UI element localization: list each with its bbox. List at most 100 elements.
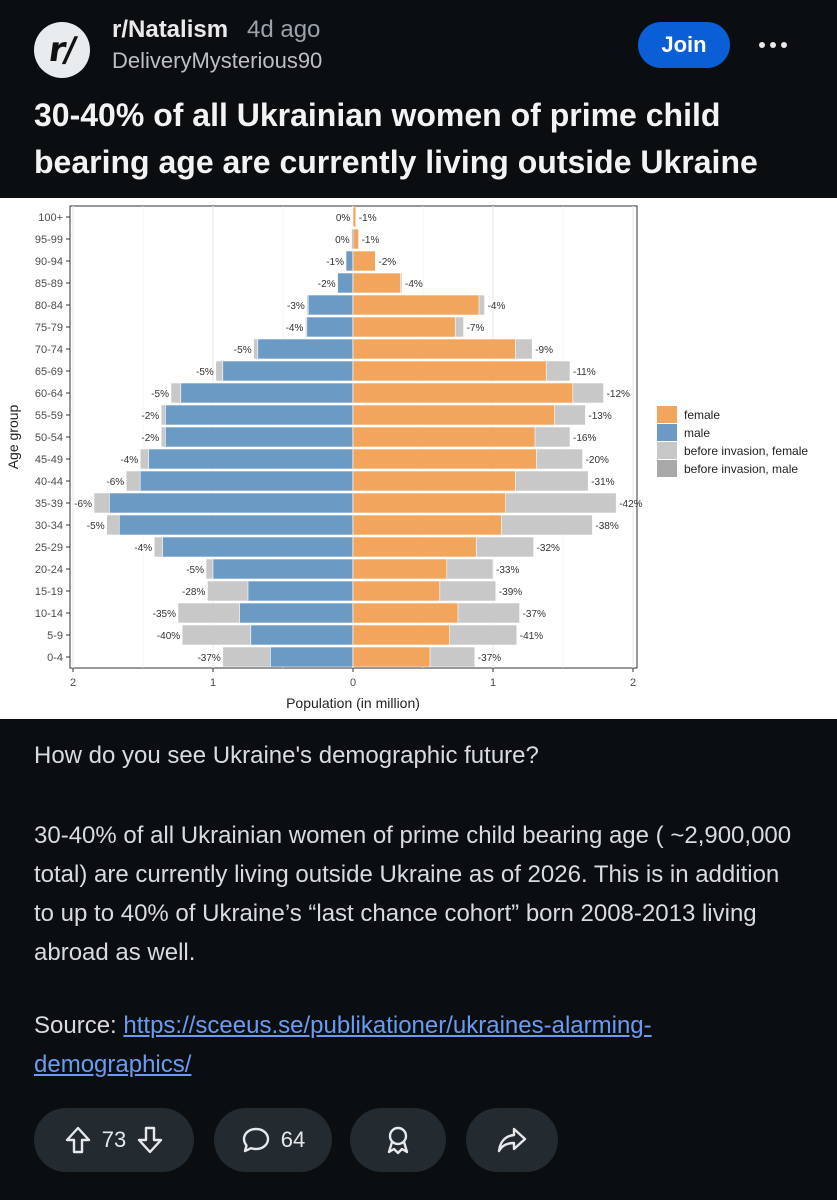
subreddit-name[interactable]: r/Natalism	[112, 16, 229, 43]
male-change-label: -35%	[153, 609, 176, 620]
age-tick-label: 75-79	[35, 322, 63, 334]
vote-pill: 73	[34, 1108, 194, 1172]
female-change-label: -32%	[537, 543, 560, 554]
male-change-label: -5%	[151, 389, 169, 400]
bar-male-20-24	[212, 558, 354, 580]
bar-female-40-44	[352, 470, 516, 492]
upvote-icon[interactable]	[64, 1125, 92, 1155]
share-button[interactable]	[466, 1108, 558, 1172]
age-tick-label: 15-19	[35, 586, 63, 598]
male-change-label: 0%	[335, 235, 350, 246]
post-question: How do you see Ukraine's demographic fut…	[34, 742, 539, 769]
age-tick-label: 30-34	[35, 520, 63, 532]
chart-bars	[93, 206, 617, 668]
bar-male-70-74	[257, 338, 354, 360]
source-label: Source:	[34, 1012, 124, 1039]
bar-female-75-79	[352, 316, 456, 338]
male-change-label: -2%	[141, 411, 159, 422]
male-change-label: -5%	[234, 345, 252, 356]
female-change-label: -37%	[478, 653, 501, 664]
bar-male-55-59	[165, 404, 354, 426]
age-tick-label: 65-69	[35, 366, 63, 378]
female-change-label: -1%	[362, 235, 380, 246]
x-tick-label: 0	[350, 677, 356, 689]
upvote-count: 73	[101, 1127, 127, 1152]
male-change-label: -40%	[157, 631, 180, 642]
female-change-label: -42%	[619, 499, 642, 510]
male-change-label: -5%	[87, 521, 105, 532]
bar-male-0-4	[270, 646, 354, 668]
x-axis-label: Population (in million)	[286, 695, 420, 711]
bar-female-35-39	[352, 492, 506, 514]
female-change-label: -11%	[573, 367, 596, 378]
join-button[interactable]: Join	[638, 22, 730, 68]
female-change-label: -33%	[496, 565, 519, 576]
age-tick-label: 25-29	[35, 542, 63, 554]
age-tick-label: 70-74	[35, 344, 63, 356]
comment-count: 64	[280, 1127, 306, 1152]
female-change-label: -7%	[467, 323, 485, 334]
bar-female-80-84	[352, 294, 480, 316]
male-change-label: -4%	[134, 543, 152, 554]
age-tick-label: 40-44	[35, 476, 63, 488]
bar-female-25-29	[352, 536, 477, 558]
age-tick-label: 35-39	[35, 498, 63, 510]
bar-female-85-89	[352, 272, 401, 294]
bar-male-50-54	[165, 426, 354, 448]
x-tick-label: 1	[490, 677, 496, 689]
male-change-label: -3%	[287, 301, 305, 312]
award-button[interactable]	[350, 1108, 446, 1172]
age-tick-label: 10-14	[35, 608, 63, 620]
age-tick-label: 45-49	[35, 454, 63, 466]
chart-labels: 0% -1%0% -1%-1% -2%-2% -4%-3% -4%-4% -7%-5% -9%…	[74, 213, 642, 664]
bar-male-35-39	[109, 492, 354, 514]
legend-swatch	[657, 406, 677, 423]
age-tick-label: 20-24	[35, 564, 63, 576]
female-change-label: -41%	[520, 631, 543, 642]
source-link[interactable]: https://sceeus.se/publikationer/ukraines…	[34, 1012, 652, 1078]
legend-swatch	[657, 460, 677, 477]
post-body: 30-40% of all Ukrainian women of prime c…	[34, 822, 792, 966]
male-change-label: -1%	[326, 257, 344, 268]
bar-male-40-44	[139, 470, 354, 492]
population-pyramid-chart[interactable]: 0% -1% 0% -1% -1% -2% -2% -4% -3% -4% -4% -7% -5% -9%…	[0, 198, 837, 719]
bar-male-30-34	[118, 514, 354, 536]
female-change-label: -38%	[595, 521, 618, 532]
male-change-label: -5%	[196, 367, 214, 378]
female-change-label: -4%	[488, 301, 506, 312]
age-tick-label: 50-54	[35, 432, 63, 444]
bar-male-5-9	[250, 624, 354, 646]
male-change-label: -2%	[318, 279, 336, 290]
bar-female-90-94	[352, 250, 376, 272]
male-change-label: -28%	[182, 587, 205, 598]
bar-male-45-49	[148, 448, 354, 470]
legend-label: male	[684, 426, 710, 440]
bar-female-55-59	[352, 404, 555, 426]
age-tick-label: 55-59	[35, 410, 63, 422]
downvote-icon[interactable]	[136, 1125, 164, 1155]
female-change-label: -4%	[405, 279, 423, 290]
bar-female-95-99	[352, 228, 359, 250]
age-tick-label: 5-9	[47, 630, 63, 642]
male-change-label: -5%	[186, 565, 204, 576]
chart-axes: 100+ 95-99 90-94 85-89 80-84 75-79 70-74 65-69 6…	[5, 212, 636, 711]
legend-label: female	[684, 408, 720, 422]
bar-female-0-4	[352, 646, 431, 668]
bar-male-80-84	[307, 294, 354, 316]
post-author[interactable]: DeliveryMysterious90	[112, 48, 323, 73]
bar-male-15-19	[247, 580, 354, 602]
legend-swatch	[657, 424, 677, 441]
bar-female-20-24	[352, 558, 448, 580]
male-change-label: -4%	[120, 455, 138, 466]
female-change-label: -31%	[591, 477, 614, 488]
comments-button[interactable]: 64	[214, 1108, 332, 1172]
bar-female-45-49	[352, 448, 537, 470]
female-change-label: -12%	[607, 389, 630, 400]
bar-female-65-69	[352, 360, 547, 382]
post-title: 30-40% of all Ukrainian women of prime c…	[34, 97, 758, 180]
action-bar: 73 64	[0, 1108, 837, 1172]
subreddit-avatar[interactable]: r/	[34, 22, 90, 78]
bar-female-70-74	[352, 338, 516, 360]
more-options-icon[interactable]	[752, 30, 794, 60]
comment-icon	[242, 1127, 269, 1153]
